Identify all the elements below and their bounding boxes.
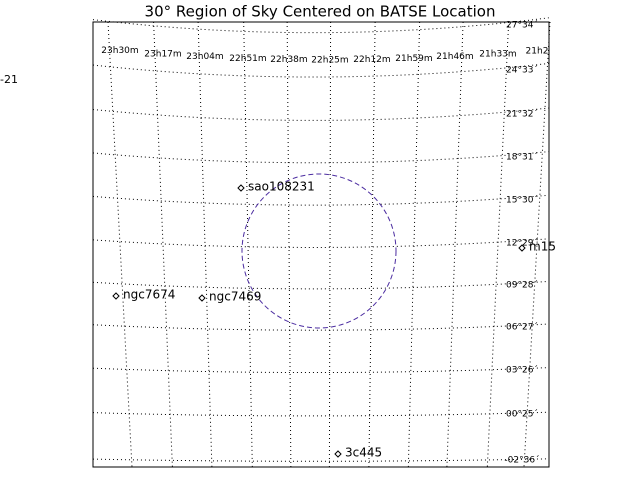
- ra-grid-line: [243, 21, 253, 468]
- dec-label: 03°26´: [506, 365, 538, 376]
- dec-grid-line: [92, 411, 550, 417]
- dec-label: 18°31´: [506, 152, 538, 163]
- ra-label: 21h46m: [436, 52, 473, 62]
- ra-label: 22h12m: [353, 55, 390, 65]
- dec-label: -02°36´: [504, 455, 539, 466]
- object-label: sao108231: [248, 180, 315, 194]
- object-marker: [198, 294, 206, 302]
- dec-grid-line: [92, 458, 550, 462]
- dec-grid-line: [92, 367, 550, 374]
- dec-grid-line: [92, 194, 550, 206]
- object-label: 3c445: [345, 446, 382, 460]
- object-marker: [237, 184, 245, 192]
- ra-label: 23h04m: [186, 52, 223, 62]
- dec-label: 00°25´: [506, 409, 538, 420]
- labels: 27°34´ 24°33´ 21°32´ 18°31´ 15°30´ 12°29´ 09°2…: [101, 20, 556, 466]
- batse-circle: [241, 173, 397, 329]
- dec-grid-line: [92, 238, 550, 248]
- ra-grid-line: [286, 21, 292, 468]
- dec-label: 06°27´: [506, 322, 538, 333]
- ra-label: 22h51m: [229, 54, 266, 64]
- dec-label: 15°30´: [506, 195, 538, 206]
- dec-label: 27°34´: [506, 20, 538, 31]
- grid: [92, 17, 551, 468]
- ra-label: 22h38m: [270, 55, 307, 65]
- ra-label: 21h2: [526, 46, 549, 56]
- ra-label: 21h33m: [479, 49, 516, 59]
- object-marker: [112, 292, 120, 300]
- object-label: ngc7674: [123, 288, 175, 302]
- object-marker: [334, 450, 342, 458]
- dec-grid-line: [92, 151, 550, 164]
- frame: [92, 21, 550, 468]
- ra-label: 21h59m: [395, 54, 432, 64]
- ra-grid-line: [368, 21, 376, 468]
- dec-grid-line: [92, 107, 550, 121]
- ra-label: 23h17m: [144, 49, 181, 59]
- dec-label: 24°33´: [506, 65, 538, 76]
- ra-label: 22h25m: [311, 56, 348, 66]
- dec-label: 21°32´: [506, 109, 538, 120]
- dec-label: 12°29´: [506, 238, 538, 249]
- object-label: ngc7469: [209, 290, 261, 304]
- ra-grid-line: [107, 21, 133, 468]
- dec-grid-line: [92, 323, 550, 331]
- ra-grid-line: [328, 21, 332, 468]
- side-label: -21: [0, 73, 18, 86]
- ra-label: 23h30m: [101, 46, 138, 56]
- title: 30° Region of Sky Centered on BATSE Loca…: [145, 3, 496, 21]
- dec-label: 09°28´: [506, 280, 538, 291]
- object-marker: [518, 244, 526, 252]
- ra-grid-line: [197, 21, 213, 468]
- dec-grid-line: [92, 17, 550, 34]
- ra-grid-line: [407, 21, 421, 468]
- object-label: m15: [529, 240, 556, 254]
